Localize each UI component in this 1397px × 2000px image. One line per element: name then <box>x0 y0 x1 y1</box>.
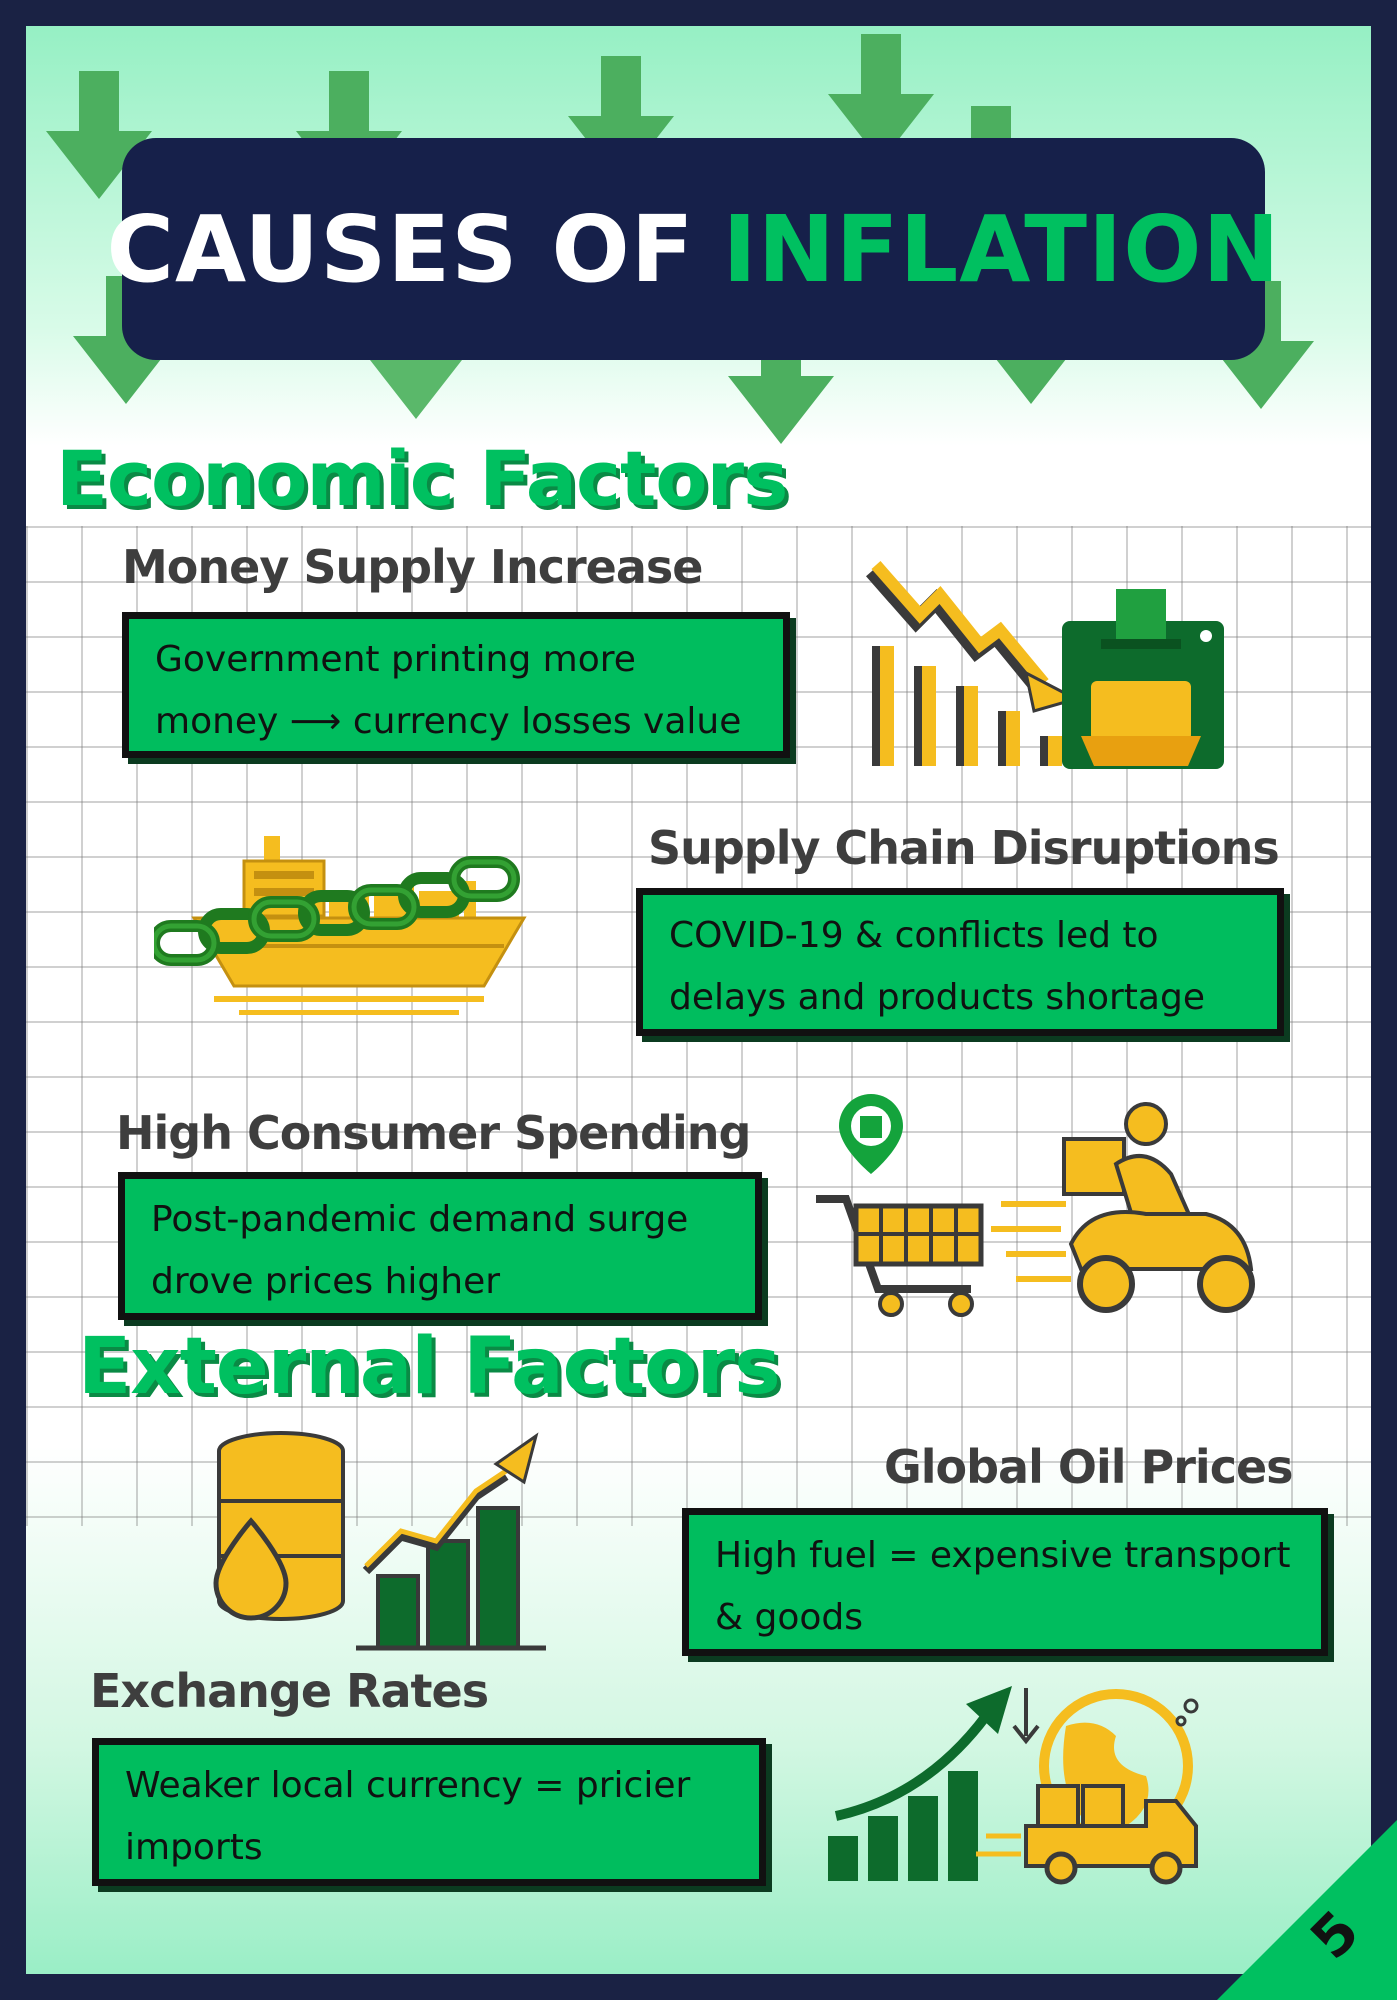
title-part-1: CAUSES OF <box>106 195 695 303</box>
text-box-supply-chain: COVID-19 & conflicts led to delays and p… <box>636 888 1284 1036</box>
page-corner <box>1217 1820 1397 2000</box>
item-text-consumer-spending: Post-pandemic demand surge drove prices … <box>151 1199 689 1302</box>
section-heading-economic: Economic Factors <box>56 434 788 523</box>
oil-barrel-chart-icon <box>213 1431 546 1651</box>
item-title-exchange-rates: Exchange Rates <box>90 1664 489 1718</box>
shopping-delivery-icon <box>816 1094 1255 1317</box>
item-title-oil-prices: Global Oil Prices <box>884 1440 1294 1494</box>
text-box-money-supply: Government printing more money ⟶ currenc… <box>122 612 790 758</box>
down-arrow-icon <box>728 316 834 444</box>
item-text-money-supply: Government printing more money ⟶ currenc… <box>155 639 742 742</box>
title-banner: CAUSES OF INFLATION <box>107 138 1280 360</box>
item-text-supply-chain: COVID-19 & conflicts led to delays and p… <box>669 915 1205 1018</box>
item-title-supply-chain: Supply Chain Disruptions <box>648 821 1280 875</box>
item-title-money-supply: Money Supply Increase <box>122 540 703 594</box>
item-text-exchange-rates: Weaker local currency = pricier imports <box>125 1765 691 1868</box>
text-box-exchange-rates: Weaker local currency = pricier imports <box>92 1738 766 1886</box>
text-box-consumer-spending: Post-pandemic demand surge drove prices … <box>118 1172 762 1320</box>
title-part-2: INFLATION <box>722 195 1281 303</box>
down-arrow-icon <box>296 71 402 199</box>
money-printer-icon <box>866 561 1224 769</box>
page-background: CAUSES OF INFLATION Economic Factors Mon… <box>26 26 1371 1974</box>
chained-cargo-ship-icon <box>154 836 527 1015</box>
down-arrow-icon <box>46 71 152 199</box>
item-text-oil-prices: High fuel = expensive transport & goods <box>715 1535 1291 1638</box>
global-trade-icon <box>828 1686 1199 1885</box>
item-title-consumer-spending: High Consumer Spending <box>116 1106 751 1160</box>
down-arrow-icon <box>1208 281 1314 409</box>
down-arrow-icon <box>568 56 674 184</box>
text-box-oil-prices: High fuel = expensive transport & goods <box>682 1508 1328 1656</box>
section-heading-external: External Factors <box>78 1322 781 1412</box>
page-title: CAUSES OF INFLATION <box>107 138 1280 360</box>
down-arrow-icon <box>828 34 934 162</box>
